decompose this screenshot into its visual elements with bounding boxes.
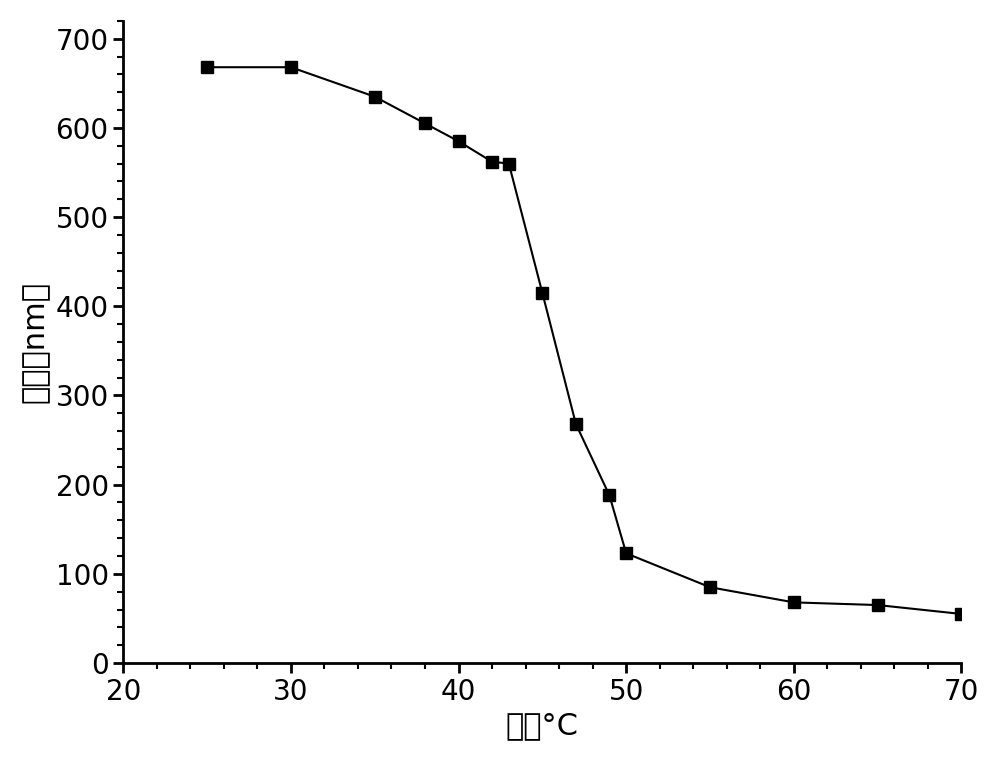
X-axis label: 温度°C: 温度°C [506, 712, 579, 740]
Y-axis label: 粒径（nm）: 粒径（nm） [21, 281, 50, 403]
